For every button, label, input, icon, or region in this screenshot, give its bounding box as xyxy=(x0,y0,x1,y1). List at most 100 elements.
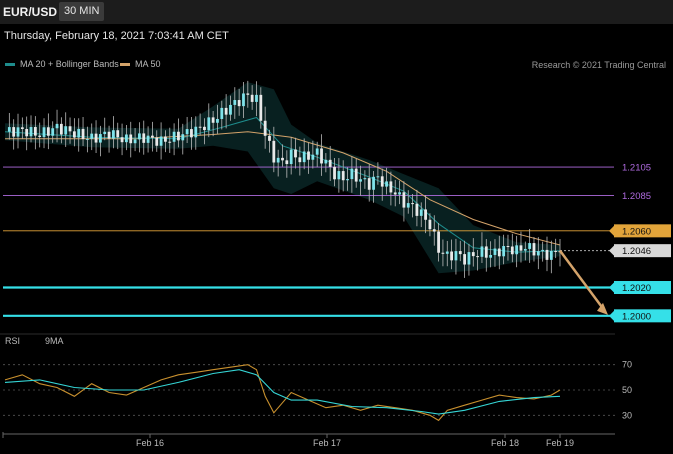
candle-body xyxy=(181,134,185,141)
level-tag-pointer xyxy=(609,245,614,256)
candle-body xyxy=(480,246,484,257)
forecast-arrow-head xyxy=(597,302,608,315)
candle-body xyxy=(415,203,419,216)
candle-body xyxy=(207,117,211,131)
candle-body xyxy=(398,192,401,195)
candle-body xyxy=(237,100,241,107)
top-bar: EUR/USD 30 MIN xyxy=(0,0,673,24)
candle-body xyxy=(545,249,549,260)
candle-body xyxy=(549,250,553,260)
candle-body xyxy=(432,229,436,232)
level-label-1.2105: 1.2105 xyxy=(622,163,651,174)
candle-body xyxy=(59,123,63,135)
candle-body xyxy=(463,254,467,265)
candle-body xyxy=(458,251,462,255)
candle-body xyxy=(341,171,345,181)
candle-body xyxy=(367,178,371,190)
candle-body xyxy=(68,126,72,132)
candle-body xyxy=(81,128,85,139)
candle-body xyxy=(94,133,98,143)
candle-body xyxy=(159,136,163,146)
candle-body xyxy=(133,139,137,144)
candle-body xyxy=(98,134,102,143)
candle-body xyxy=(168,141,172,143)
legend-ma50-label: MA 50 xyxy=(135,59,161,69)
candle-body xyxy=(554,250,558,252)
level-label-1.2060: 1.2060 xyxy=(622,226,651,237)
candle-body xyxy=(380,176,384,187)
bollinger-band xyxy=(5,82,560,274)
candle-body xyxy=(493,248,497,255)
rsi-tick-70: 70 xyxy=(622,360,632,370)
candle-body xyxy=(120,137,124,143)
candle-body xyxy=(515,245,519,255)
candle-body xyxy=(411,203,414,205)
candle-body xyxy=(64,126,68,135)
legend-ma20: MA 20 + Bollinger Bands xyxy=(5,59,119,69)
candle-body xyxy=(298,157,302,163)
candle-body xyxy=(155,137,159,146)
level-label-1.2085: 1.2085 xyxy=(622,191,651,202)
candle-body xyxy=(424,209,427,220)
candle-body xyxy=(441,252,445,254)
candle-body xyxy=(363,178,367,180)
candle-body xyxy=(233,100,237,105)
candle-body xyxy=(242,93,245,107)
candle-body xyxy=(471,252,475,257)
candle-body xyxy=(177,131,180,141)
candle-body xyxy=(263,120,267,136)
candle-body xyxy=(250,94,254,102)
candle-body xyxy=(307,151,310,160)
candle-body xyxy=(315,148,319,155)
rsi-series-rsi xyxy=(4,364,561,422)
candle-body xyxy=(194,126,198,138)
candle-body xyxy=(389,181,393,193)
candle-body xyxy=(506,246,510,248)
candle-body xyxy=(255,94,258,102)
candle-body xyxy=(7,127,11,132)
candle-body xyxy=(220,107,224,119)
candle-body xyxy=(90,133,94,139)
candle-body xyxy=(333,166,336,180)
candle-body xyxy=(450,251,454,261)
candle-body xyxy=(419,209,423,216)
level-tag-pointer xyxy=(609,225,614,236)
candle-body xyxy=(20,127,24,129)
candle-body xyxy=(476,256,480,258)
legend-rsi: RSI xyxy=(5,336,20,346)
candle-body xyxy=(146,135,150,143)
candle-body xyxy=(111,130,115,139)
level-label-1.2046: 1.2046 xyxy=(622,246,651,257)
candle-body xyxy=(164,136,167,142)
candle-body xyxy=(12,127,16,137)
candle-body xyxy=(125,134,128,143)
candle-body xyxy=(185,129,189,135)
candle-body xyxy=(406,203,410,208)
candle-body xyxy=(346,179,349,181)
candle-body xyxy=(29,127,33,137)
candle-body xyxy=(46,127,50,136)
symbol-label: EUR/USD xyxy=(3,5,58,19)
x-tick-label: Feb 19 xyxy=(546,438,574,448)
legend-9ma-label: 9MA xyxy=(45,336,64,346)
candle-body xyxy=(259,94,263,121)
candle-body xyxy=(523,248,527,251)
candle-body xyxy=(519,245,523,251)
x-tick-label: Feb 17 xyxy=(313,438,341,448)
candle-body xyxy=(229,104,232,115)
candle-body xyxy=(320,148,323,164)
legend-9ma: 9MA xyxy=(45,336,64,346)
x-tick-label: Feb 16 xyxy=(136,438,164,448)
candle-body xyxy=(190,129,193,138)
candle-body xyxy=(72,131,76,138)
candle-body xyxy=(77,128,81,138)
candle-body xyxy=(302,151,306,163)
candle-body xyxy=(42,127,46,137)
candle-body xyxy=(532,243,536,256)
datetime-label: Thursday, February 18, 2021 7:03:41 AM C… xyxy=(4,30,229,42)
candle-body xyxy=(372,176,375,190)
candle-body xyxy=(285,160,289,165)
timeframe-button[interactable]: 30 MIN xyxy=(59,2,105,21)
candle-body xyxy=(138,133,141,140)
